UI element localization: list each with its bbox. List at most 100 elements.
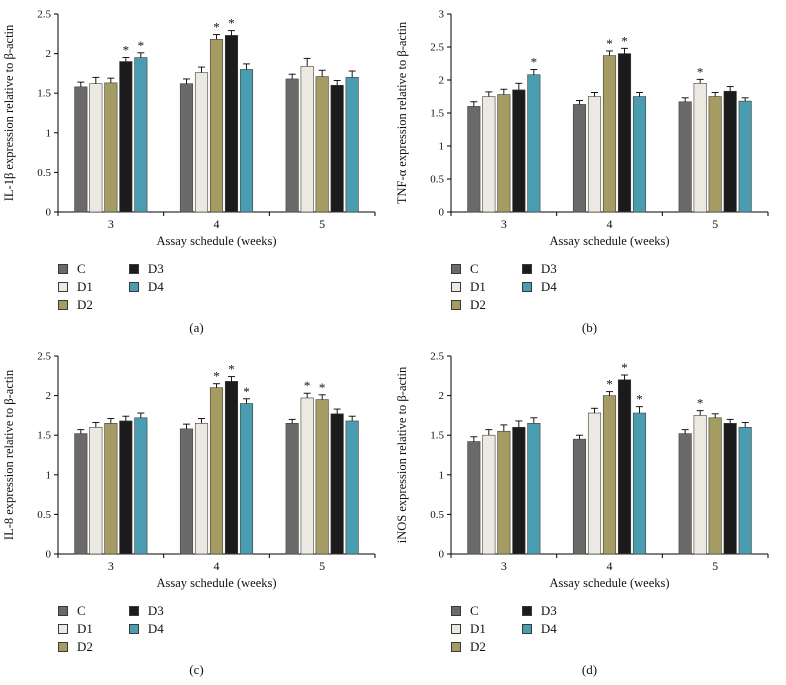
bar-D4-week5 xyxy=(345,420,359,555)
bar-C-week3 xyxy=(74,433,88,555)
significance-asterisk: * xyxy=(138,38,145,53)
y-tick-label: 1.5 xyxy=(430,430,444,442)
y-tick-label: 2 xyxy=(439,390,445,402)
legend-label: D4 xyxy=(147,279,164,294)
y-tick-label: 2.5 xyxy=(37,351,51,363)
bar-D2-week4 xyxy=(209,387,224,555)
legend-swatch-C xyxy=(451,264,461,274)
y-tick-label: 0.5 xyxy=(37,509,51,521)
bar-D4-week3 xyxy=(134,417,148,555)
legend-item-D1: D1 xyxy=(451,622,486,636)
y-tick-label: 0.5 xyxy=(37,167,51,179)
legend-item-C: C xyxy=(451,604,486,618)
bar-D1-week3 xyxy=(482,434,496,555)
bar-D4-week4 xyxy=(632,96,647,213)
y-tick-label: 2 xyxy=(439,75,445,87)
bar-C-week4 xyxy=(179,428,194,555)
bar-D4-week4 xyxy=(632,412,647,555)
y-tick-label: 1 xyxy=(46,469,52,481)
bar-D4-week4 xyxy=(239,69,254,213)
bar-C-week5 xyxy=(678,433,692,555)
x-tick-label: 5 xyxy=(319,217,325,231)
significance-asterisk: * xyxy=(621,360,628,375)
bar-D2-week5 xyxy=(315,76,329,213)
bar-D1-week5 xyxy=(300,65,314,213)
panel-d: 0 0.5 1 1.5 2 2.5 3 * * * 4 * 5 Assay schedule (weeks… xyxy=(393,342,786,684)
legend-column: C D1 D2 xyxy=(451,262,486,312)
legend-label: C xyxy=(470,603,479,618)
legend-column: D3 D4 xyxy=(521,262,557,312)
x-tick-label: 4 xyxy=(214,217,220,231)
legend-label: C xyxy=(470,261,479,276)
legend-swatch-D2 xyxy=(451,642,461,652)
legend-item-D3: D3 xyxy=(521,262,557,276)
significance-asterisk: * xyxy=(697,64,704,79)
bar-D1-week3 xyxy=(482,96,496,213)
y-tick-label: 1.5 xyxy=(37,430,51,442)
legend-item-D4: D4 xyxy=(521,621,557,636)
legend-d: C D1 D2 D3 D4 xyxy=(451,604,557,654)
significance-asterisk: * xyxy=(636,392,643,407)
y-tick-label: 1 xyxy=(439,469,445,481)
y-tick-label: 2 xyxy=(46,48,52,60)
legend-label: C xyxy=(77,261,86,276)
legend-item-C: C xyxy=(58,262,93,276)
y-tick-label: 0 xyxy=(439,549,445,561)
y-tick-label: 3 xyxy=(439,9,445,21)
legend-column: D3 D4 xyxy=(128,603,164,654)
legend-swatch-D3 xyxy=(128,264,139,274)
y-axis-title: IL-8 expression relative to β-actin xyxy=(2,369,16,540)
il1b-bar-chart: 0 0.5 1 1.5 2 2.5 * * 3 * * 4 5 Assay schedule (weeks… xyxy=(0,0,393,252)
bar-D2-week4 xyxy=(602,55,617,213)
y-tick-label: 0 xyxy=(46,549,52,561)
y-tick-label: 1.5 xyxy=(430,108,444,120)
legend-column: C D1 D2 xyxy=(58,604,93,654)
legend-label: D2 xyxy=(470,639,486,654)
legend-label: C xyxy=(77,603,86,618)
significance-asterisk: * xyxy=(228,362,235,377)
bar-C-week3 xyxy=(467,441,481,555)
legend-column: D3 D4 xyxy=(128,262,164,312)
legend-swatch-D4 xyxy=(128,624,139,634)
bar-D2-week4 xyxy=(602,395,617,555)
bar-C-week4 xyxy=(572,104,587,213)
bar-D2-week5 xyxy=(315,399,329,555)
bar-D3-week5 xyxy=(330,84,344,213)
legend-item-D4: D4 xyxy=(128,622,164,636)
panel-b: 0 0.5 1 1.5 2 2.5 3 * 3 * * 4 * 5 Assay schedule (week… xyxy=(393,0,786,342)
legend-label: D4 xyxy=(540,621,557,636)
legend-item-C: C xyxy=(58,604,93,618)
legend-swatch-D4 xyxy=(128,282,139,292)
bar-D4-week3 xyxy=(134,57,148,213)
bar-D4-week5 xyxy=(345,77,359,213)
bar-D2-week3 xyxy=(497,430,511,555)
bar-D1-week4 xyxy=(587,412,602,555)
legend-label: D3 xyxy=(147,603,164,618)
legend-column: C D1 D2 xyxy=(58,262,93,312)
x-tick-label: 5 xyxy=(319,559,325,573)
y-tick-label: 2.5 xyxy=(430,42,444,54)
bar-D1-week3 xyxy=(89,426,103,555)
inos-bar-chart: 0 0.5 1 1.5 2 2.5 3 * * * 4 * 5 Assay schedule (weeks… xyxy=(393,342,786,594)
legend-item-C: C xyxy=(451,262,486,276)
chart-svg: 0 0.5 1 1.5 2 2.5 * * 3 * * 4 5 Assay schedule (weeks… xyxy=(2,9,376,248)
significance-asterisk: * xyxy=(606,36,613,51)
legend-item-D1: D1 xyxy=(58,622,93,636)
legend-column: D3 D4 xyxy=(521,603,557,654)
legend-swatch-D2 xyxy=(58,642,68,652)
bar-C-week3 xyxy=(74,86,88,213)
bar-D4-week3 xyxy=(527,74,541,213)
panel-c-label: (c) xyxy=(189,662,204,677)
legend-label: D2 xyxy=(470,297,486,312)
x-tick-label: 4 xyxy=(607,559,613,573)
x-axis-title: Assay schedule (weeks) xyxy=(549,234,669,248)
chart-svg: 0 0.5 1 1.5 2 2.5 3 * 3 * * 4 * 5 Assay schedule (week… xyxy=(395,9,769,248)
panel-c: 0 0.5 1 1.5 2 2.5 3 * * * 4 * * 5 Assay schedule (week… xyxy=(0,342,393,684)
legend-swatch-C xyxy=(451,606,461,616)
legend-label: D3 xyxy=(540,603,557,618)
x-tick-label: 4 xyxy=(607,217,613,231)
legend-swatch-D4 xyxy=(521,624,532,634)
bar-C-week5 xyxy=(285,78,299,213)
legend-swatch-D2 xyxy=(451,300,461,310)
